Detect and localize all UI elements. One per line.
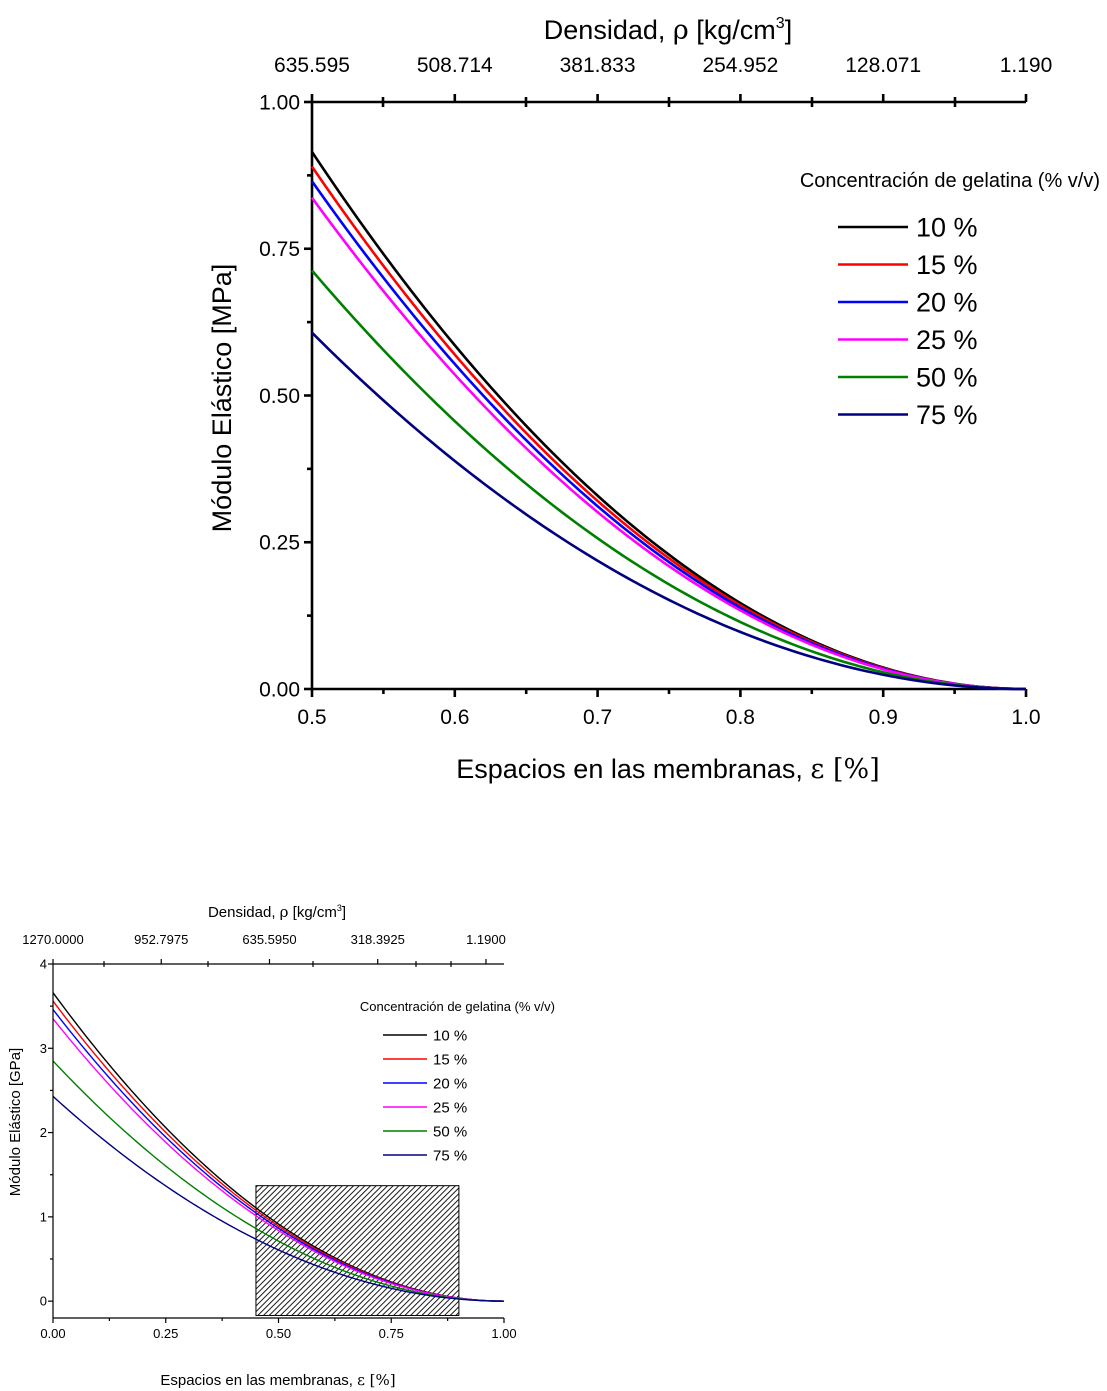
legend: 10 % 15 % 20 % 25 % 50 % 75 % — [383, 1027, 467, 1164]
y-axis-label: Módulo Elástico [GPa] — [7, 1048, 24, 1196]
legend-label: 25 % — [433, 1099, 467, 1116]
y-tick-label: 0 — [40, 1294, 47, 1309]
y-tick-label: 3 — [40, 1041, 47, 1056]
axes — [304, 94, 1028, 697]
y-tick-label: 0.00 — [259, 678, 300, 701]
top-axis-tick-label: 635.595 — [274, 54, 350, 77]
top-axis-title-symbol: ρ — [673, 15, 689, 46]
legend-title: Concentración de gelatina (% v/v) — [360, 999, 555, 1014]
top-axis-tick-label: 1.1900 — [466, 932, 506, 947]
top-axis-tick-label: 508.714 — [417, 54, 493, 77]
legend: 10 % 15 % 20 % 25 % 50 % 75 % — [838, 213, 978, 430]
x-axis-label: Espacios en las membranas, ε [%] — [160, 1371, 395, 1389]
top-axis-title-sup: 3 — [337, 903, 342, 913]
series-line-50pct — [52, 1060, 505, 1302]
series-lines — [310, 151, 1027, 691]
y-tick-label: 0.25 — [259, 532, 300, 555]
x-tick-label: 0.75 — [379, 1326, 404, 1341]
y-tick-label: 4 — [40, 957, 47, 972]
top-axis-tick-labels: 1270.0000 952.7975 635.5950 318.3925 1.1900 — [22, 932, 506, 947]
legend-label: 50 % — [433, 1123, 467, 1140]
x-tick-label: 0.8 — [726, 706, 755, 729]
top-axis-tick-labels: 635.595 508.714 381.833 254.952 128.071 1.190 — [274, 54, 1052, 77]
top-axis-title-prefix: Densidad, — [208, 904, 280, 921]
legend-label: 50 % — [916, 363, 978, 393]
x-axis-label-symbol: ε — [810, 754, 824, 785]
x-tick-label: 0.6 — [440, 706, 469, 729]
x-tick-label: 0.50 — [266, 1326, 291, 1341]
chart-top: Densidad, ρ [kg/cm3] 635.595 508.714 381.8… — [207, 15, 1100, 785]
series-line-50pct — [311, 269, 1027, 691]
series-lines — [52, 992, 505, 1302]
legend-label: 10 % — [433, 1027, 467, 1044]
chart-bottom: Densidad, ρ [kg/cm3] 1270.0000 952.7975 63… — [7, 903, 555, 1389]
y-tick-label: 1.00 — [259, 91, 300, 114]
y-tick-label: 0.75 — [259, 238, 300, 261]
top-axis-tick-label: 952.7975 — [134, 932, 188, 947]
x-axis-label-prefix: Espacios en las membranas, — [160, 1372, 357, 1389]
top-axis-tick-label: 635.5950 — [242, 932, 296, 947]
series-line-25pct — [52, 1018, 505, 1302]
y-axis-tick-labels: 0 1 2 3 4 — [40, 957, 47, 1309]
x-tick-label: 0.00 — [40, 1326, 65, 1341]
series-line-75pct — [311, 331, 1027, 691]
axes — [48, 959, 505, 1323]
top-axis-tick-label: 1.190 — [1000, 54, 1053, 77]
top-axis-tick-label: 1270.0000 — [22, 932, 83, 947]
x-tick-label: 0.5 — [297, 706, 326, 729]
y-tick-label: 2 — [40, 1125, 47, 1140]
legend-label: 75 % — [433, 1147, 467, 1164]
series-line-75pct — [52, 1095, 505, 1302]
top-axis-tick-label: 128.071 — [845, 54, 921, 77]
top-axis-title-symbol: ρ — [280, 903, 289, 921]
y-tick-label: 1 — [40, 1209, 47, 1224]
legend-label: 20 % — [916, 288, 978, 318]
top-axis-title-sup: 3 — [776, 15, 785, 32]
top-axis-title: Densidad, ρ [kg/cm3] — [544, 15, 792, 46]
top-axis-title-close: ] — [342, 904, 346, 921]
x-axis-label-suffix: [%] — [824, 754, 879, 785]
y-tick-label: 0.50 — [259, 385, 300, 408]
series-line-25pct — [310, 196, 1027, 691]
legend-title: Concentración de gelatina (% v/v) — [800, 170, 1100, 192]
top-axis-title-prefix: Densidad, — [544, 15, 673, 45]
legend-label: 10 % — [916, 213, 978, 243]
x-tick-label: 0.25 — [153, 1326, 178, 1341]
legend-label: 15 % — [916, 250, 978, 280]
legend-label: 25 % — [916, 325, 978, 355]
top-axis-tick-label: 318.3925 — [351, 932, 405, 947]
top-axis-tick-label: 381.833 — [560, 54, 636, 77]
top-axis-title-suffix: [kg/cm — [689, 15, 776, 45]
top-axis-title: Densidad, ρ [kg/cm3] — [208, 903, 346, 921]
y-axis-tick-labels: 0.00 0.25 0.50 0.75 1.00 — [259, 91, 300, 701]
x-tick-label: 0.7 — [583, 706, 612, 729]
x-axis-tick-labels: 0.5 0.6 0.7 0.8 0.9 1.0 — [297, 706, 1040, 729]
x-axis-label: Espacios en las membranas, ε [%] — [456, 754, 879, 785]
top-axis-tick-label: 254.952 — [702, 54, 778, 77]
x-tick-label: 0.9 — [869, 706, 898, 729]
x-tick-label: 1.00 — [491, 1326, 516, 1341]
x-axis-tick-labels: 0.00 0.25 0.50 0.75 1.00 — [40, 1326, 516, 1341]
y-axis-label: Módulo Elástico [MPa] — [207, 264, 237, 533]
x-axis-label-symbol: ε — [357, 1371, 365, 1389]
top-axis-title-close: ] — [785, 15, 793, 45]
legend-label: 15 % — [433, 1051, 467, 1068]
legend-label: 20 % — [433, 1075, 467, 1092]
x-tick-label: 1.0 — [1011, 706, 1040, 729]
top-axis-title-suffix: [kg/cm — [289, 904, 337, 921]
legend-label: 75 % — [916, 400, 978, 430]
x-axis-label-prefix: Espacios en las membranas, — [456, 754, 810, 784]
x-axis-label-suffix: [%] — [365, 1371, 396, 1389]
